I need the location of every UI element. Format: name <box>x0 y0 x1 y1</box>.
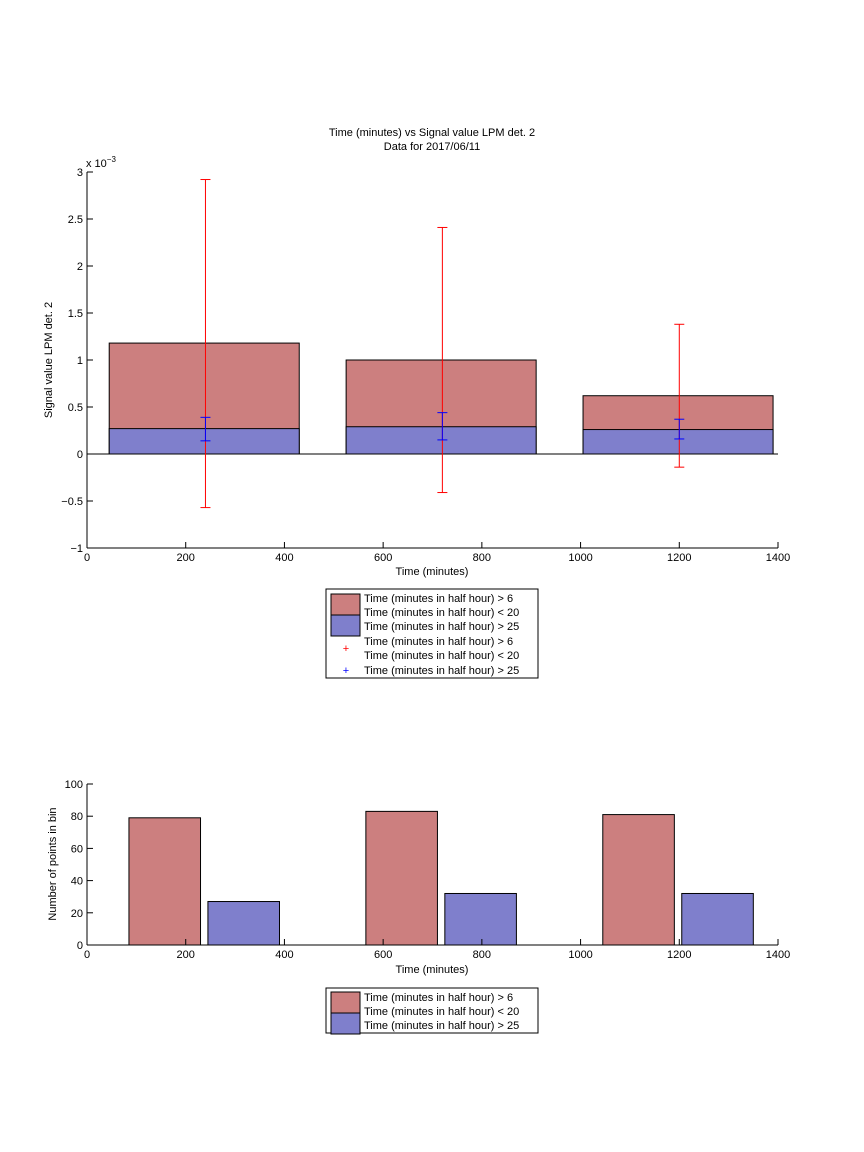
top-y-tick-label: 0.5 <box>68 402 83 414</box>
bottom-bar-series-1 <box>365 810 438 946</box>
top-exponent-label: x 10−3 <box>86 155 116 170</box>
bottom-legend-label-1b: Time (minutes in half hour) < 20 <box>364 1006 519 1018</box>
bottom-x-tick-label: 1400 <box>766 949 790 961</box>
bottom-x-tick-label: 1000 <box>568 949 592 961</box>
bottom-legend-swatch-red-bar <box>330 991 361 1014</box>
top-plot-area: 0 200 400 600 800 1000 1200 1400 −1 −0.5 0 0.5 1 1.5 2… <box>61 167 790 564</box>
top-legend-marker-blue-plus: + <box>343 665 349 677</box>
top-legend-swatch-blue-bar <box>330 614 361 637</box>
top-x-tick-label: 400 <box>275 552 293 564</box>
top-x-tick-label: 800 <box>473 552 491 564</box>
bottom-bar-series-2 <box>207 901 280 946</box>
top-x-tick-label: 1200 <box>667 552 691 564</box>
bottom-bar-series-2 <box>444 892 517 946</box>
top-x-tick-label: 1000 <box>568 552 592 564</box>
top-legend-label-3b: Time (minutes in half hour) < 20 <box>364 650 519 662</box>
top-y-tick-label: 2.5 <box>68 214 83 226</box>
bottom-x-tick-label: 0 <box>84 949 90 961</box>
bottom-bar-series-2 <box>681 892 754 946</box>
top-legend-swatch-red-bar <box>330 593 361 616</box>
bottom-y-tick-label: 60 <box>71 843 83 855</box>
top-legend-label-3a: Time (minutes in half hour) > 6 <box>364 636 513 648</box>
bottom-y-tick-label: 80 <box>71 811 83 823</box>
top-y-tick-label: 2 <box>77 261 83 273</box>
top-y-tick-label: 3 <box>77 167 83 179</box>
bottom-x-tick-label: 1200 <box>667 949 691 961</box>
bottom-x-axis-label: Time (minutes) <box>396 964 469 976</box>
bottom-legend-label-2: Time (minutes in half hour) > 25 <box>364 1020 519 1032</box>
top-y-tick-label: −0.5 <box>61 496 83 508</box>
bottom-x-tick-label: 800 <box>473 949 491 961</box>
bottom-bar-series-1 <box>602 814 675 946</box>
top-legend-box <box>325 588 539 679</box>
bottom-chart: 0 200 400 600 800 1000 1200 1400 0 20 40 60 80 100 Ti… <box>47 779 790 976</box>
top-x-tick-label: 0 <box>84 552 90 564</box>
top-x-tick-label: 600 <box>374 552 392 564</box>
top-x-tick-label: 200 <box>177 552 195 564</box>
bottom-legend-box <box>325 987 539 1034</box>
top-y-tick-label: −1 <box>70 543 83 555</box>
top-x-tick-label: 1400 <box>766 552 790 564</box>
top-chart-subtitle: Data for 2017/06/11 <box>384 141 480 153</box>
bottom-y-tick-label: 40 <box>71 876 83 888</box>
bottom-y-tick-label: 0 <box>77 940 83 952</box>
top-legend-marker-red-plus: + <box>343 643 349 655</box>
top-legend-label-1a: Time (minutes in half hour) > 6 <box>364 593 513 605</box>
top-y-tick-label: 1 <box>77 355 83 367</box>
top-bar-series-2 <box>582 429 774 455</box>
bottom-y-tick-label: 100 <box>65 779 83 791</box>
top-y-tick-label: 1.5 <box>68 308 83 320</box>
bottom-y-axis-label: Number of points in bin <box>47 807 59 920</box>
top-chart-title: Time (minutes) vs Signal value LPM det. … <box>329 127 535 139</box>
top-x-axis-label: Time (minutes) <box>396 566 469 578</box>
top-legend-label-2: Time (minutes in half hour) > 25 <box>364 621 519 633</box>
bottom-y-tick-label: 20 <box>71 908 83 920</box>
bottom-x-tick-label: 200 <box>177 949 195 961</box>
bottom-bar-series-1 <box>128 817 202 946</box>
top-y-tick-label: 0 <box>77 449 83 461</box>
bottom-x-tick-label: 600 <box>374 949 392 961</box>
top-legend-label-4: Time (minutes in half hour) > 25 <box>364 665 519 677</box>
top-y-axis-label: Signal value LPM det. 2 <box>43 302 55 418</box>
top-legend-label-1b: Time (minutes in half hour) < 20 <box>364 607 519 619</box>
bottom-x-tick-label: 400 <box>275 949 293 961</box>
top-chart: Time (minutes) vs Signal value LPM det. … <box>43 127 790 578</box>
bottom-legend: Time (minutes in half hour) > 6 Time (mi… <box>325 987 539 1035</box>
bottom-legend-swatch-blue-bar <box>330 1012 361 1035</box>
bottom-legend-label-1a: Time (minutes in half hour) > 6 <box>364 992 513 1004</box>
top-legend: Time (minutes in half hour) > 6 Time (mi… <box>325 588 539 679</box>
bottom-plot-area: 0 200 400 600 800 1000 1200 1400 0 20 40 60 80 100 <box>65 779 791 961</box>
